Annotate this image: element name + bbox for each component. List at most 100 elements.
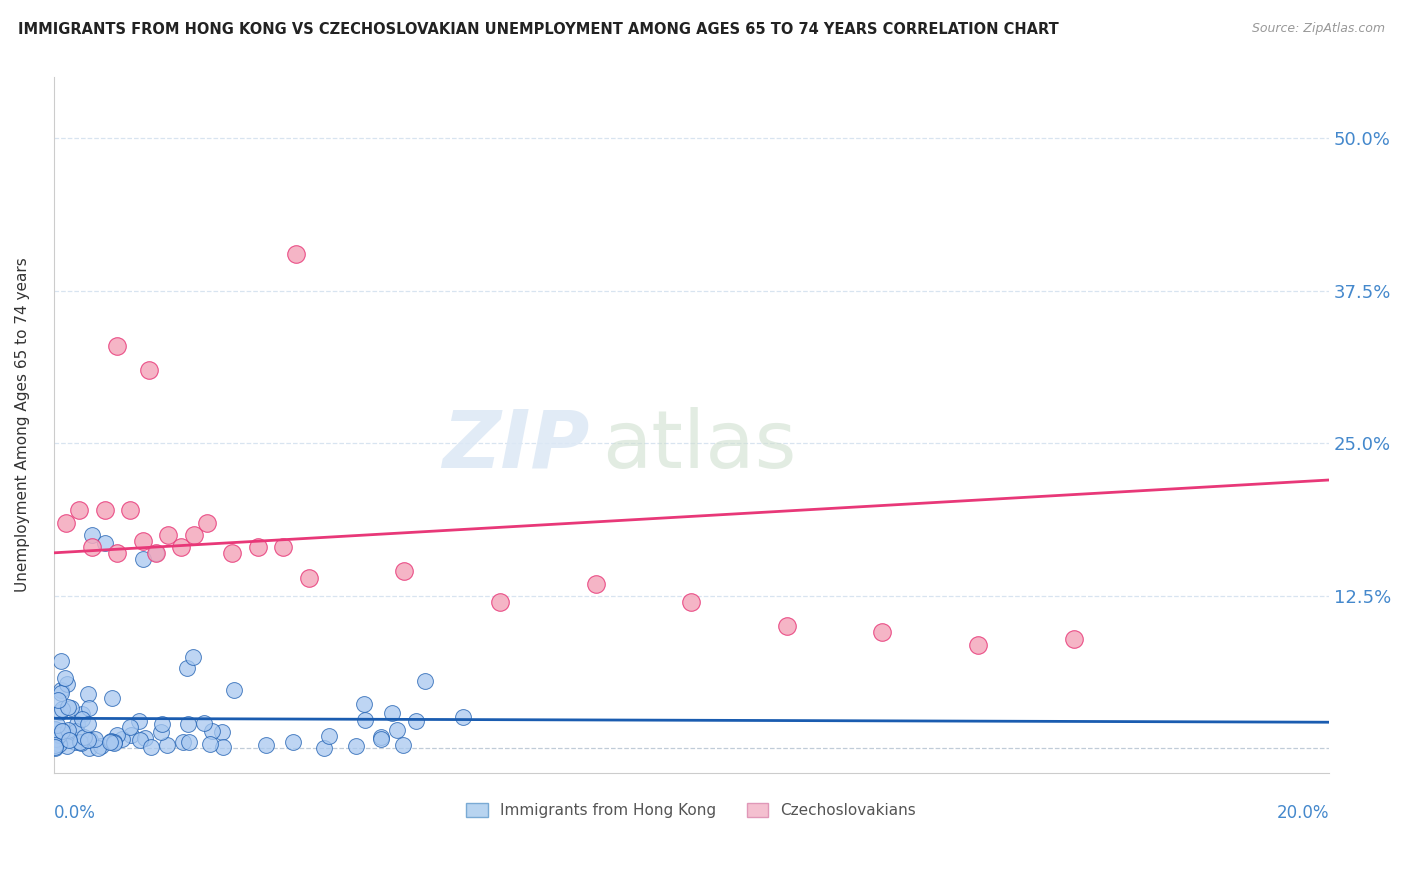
Point xyxy=(56,676,79,690)
Point xyxy=(246,540,269,554)
Point xyxy=(58,733,80,747)
Point xyxy=(76,716,98,731)
Point xyxy=(172,735,194,749)
Point xyxy=(44,740,66,755)
Point xyxy=(145,546,167,560)
Point xyxy=(77,687,100,701)
Point xyxy=(120,503,142,517)
Point xyxy=(93,536,115,550)
Point xyxy=(56,723,79,738)
Point xyxy=(55,516,77,530)
Point xyxy=(198,737,221,751)
Point xyxy=(103,735,125,749)
Point xyxy=(93,503,115,517)
Point xyxy=(681,595,703,609)
Point xyxy=(69,735,91,749)
Text: Source: ZipAtlas.com: Source: ZipAtlas.com xyxy=(1251,22,1385,36)
Point xyxy=(391,738,413,752)
Point xyxy=(51,654,73,668)
Point xyxy=(67,503,90,517)
Text: ZIP: ZIP xyxy=(441,407,589,485)
Point xyxy=(51,734,73,748)
Point xyxy=(344,739,367,753)
Point xyxy=(98,735,121,749)
Point xyxy=(271,540,294,554)
Point xyxy=(44,723,66,737)
Point xyxy=(132,552,155,566)
Point xyxy=(111,732,134,747)
Point xyxy=(105,339,128,353)
Point xyxy=(65,735,87,749)
Point xyxy=(387,723,409,737)
Y-axis label: Unemployment Among Ages 65 to 74 years: Unemployment Among Ages 65 to 74 years xyxy=(15,258,30,592)
Point xyxy=(183,528,205,542)
Point xyxy=(45,731,67,746)
Point xyxy=(128,732,150,747)
Point xyxy=(79,733,101,747)
Point xyxy=(90,739,112,753)
Point xyxy=(353,698,375,712)
Point xyxy=(179,734,201,748)
Point xyxy=(128,714,150,728)
Legend: Immigrants from Hong Kong, Czechoslovakians: Immigrants from Hong Kong, Czechoslovaki… xyxy=(460,797,922,824)
Point xyxy=(134,731,156,746)
Point xyxy=(145,546,167,560)
Point xyxy=(48,737,70,751)
Point xyxy=(86,741,108,756)
Point xyxy=(353,713,375,727)
Point xyxy=(49,706,72,720)
Point xyxy=(56,699,79,714)
Point xyxy=(46,693,69,707)
Point xyxy=(48,728,70,742)
Point xyxy=(381,706,404,721)
Point xyxy=(44,738,66,752)
Point xyxy=(150,717,173,731)
Point xyxy=(318,730,340,744)
Point xyxy=(103,736,125,750)
Point xyxy=(201,723,224,738)
Point xyxy=(51,683,73,698)
Point xyxy=(45,723,67,738)
Point xyxy=(65,723,87,738)
Point xyxy=(254,738,277,752)
Point xyxy=(157,528,180,542)
Point xyxy=(79,701,101,715)
Point xyxy=(967,638,990,652)
Point xyxy=(312,740,335,755)
Point xyxy=(60,701,83,715)
Point xyxy=(49,724,72,739)
Point xyxy=(84,731,107,746)
Point xyxy=(139,740,162,755)
Text: 20.0%: 20.0% xyxy=(1277,804,1329,822)
Point xyxy=(489,595,512,609)
Point xyxy=(176,661,198,675)
Point xyxy=(1063,632,1085,646)
Point xyxy=(77,740,100,755)
Point xyxy=(138,363,160,377)
Point xyxy=(224,683,246,698)
Point xyxy=(56,728,79,742)
Point xyxy=(585,576,607,591)
Point xyxy=(156,739,179,753)
Point xyxy=(149,724,172,739)
Point xyxy=(70,706,93,721)
Point xyxy=(284,247,307,261)
Point xyxy=(118,720,141,734)
Point xyxy=(176,716,198,731)
Text: IMMIGRANTS FROM HONG KONG VS CZECHOSLOVAKIAN UNEMPLOYMENT AMONG AGES 65 TO 74 YE: IMMIGRANTS FROM HONG KONG VS CZECHOSLOVA… xyxy=(18,22,1059,37)
Point xyxy=(413,673,436,688)
Point xyxy=(181,649,204,664)
Point xyxy=(298,570,321,584)
Point xyxy=(49,686,72,700)
Point xyxy=(66,717,89,731)
Point xyxy=(776,619,799,633)
Point xyxy=(221,546,243,560)
Point xyxy=(46,718,69,732)
Point xyxy=(105,728,128,742)
Point xyxy=(370,730,392,744)
Text: 0.0%: 0.0% xyxy=(53,804,96,822)
Point xyxy=(53,672,76,686)
Point xyxy=(394,565,416,579)
Point xyxy=(211,725,233,739)
Point xyxy=(105,546,128,560)
